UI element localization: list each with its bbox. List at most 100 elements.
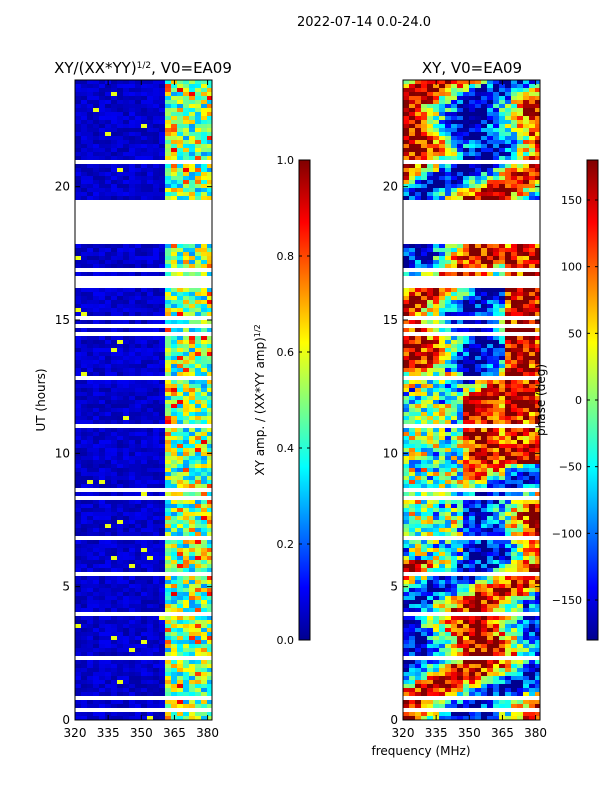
heatmap-cell xyxy=(183,528,189,532)
heatmap-cell xyxy=(439,400,445,404)
heatmap-cell xyxy=(111,440,117,444)
heatmap-cell xyxy=(123,364,129,368)
heatmap-cell xyxy=(165,680,171,684)
heatmap-cell xyxy=(141,348,147,352)
heatmap-cell xyxy=(517,408,523,412)
heatmap-cell xyxy=(93,192,99,196)
heatmap-cell xyxy=(517,144,523,148)
heatmap-cell xyxy=(153,576,159,580)
heatmap-cell xyxy=(487,164,493,168)
heatmap-cell xyxy=(93,440,99,444)
heatmap-cell xyxy=(207,352,212,356)
heatmap-cell xyxy=(189,684,195,688)
heatmap-cell xyxy=(75,348,81,352)
heatmap-cell xyxy=(403,196,409,200)
heatmap-cell xyxy=(493,480,499,484)
heatmap-cell xyxy=(171,668,177,672)
heatmap-cell xyxy=(189,476,195,480)
heatmap-cell xyxy=(469,100,475,104)
heatmap-cell xyxy=(147,520,153,524)
heatmap-cell xyxy=(469,116,475,120)
heatmap-cell xyxy=(123,688,129,692)
heatmap-cell xyxy=(165,184,171,188)
heatmap-cell xyxy=(201,304,207,308)
heatmap-cell xyxy=(165,308,171,312)
heatmap-cell xyxy=(421,100,427,104)
heatmap-cell xyxy=(439,428,445,432)
heatmap-cell xyxy=(207,124,212,128)
heatmap-cell xyxy=(123,308,129,312)
heatmap-cell xyxy=(105,584,111,588)
heatmap-cell xyxy=(189,584,195,588)
heatmap-cell xyxy=(153,348,159,352)
heatmap-cell xyxy=(403,360,409,364)
heatmap-cell xyxy=(201,628,207,632)
heatmap-cell xyxy=(445,196,451,200)
heatmap-cell xyxy=(81,644,87,648)
heatmap-cell xyxy=(135,248,141,252)
heatmap-cell xyxy=(105,104,111,108)
heatmap-cell xyxy=(529,108,535,112)
heatmap-cell xyxy=(487,432,493,436)
heatmap-cell xyxy=(415,244,421,248)
heatmap-cell xyxy=(171,692,177,696)
heatmap-cell xyxy=(123,484,129,488)
heatmap-cell xyxy=(535,184,540,188)
heatmap-cell xyxy=(135,504,141,508)
heatmap-cell xyxy=(129,680,135,684)
heatmap-cell xyxy=(81,628,87,632)
heatmap-cell xyxy=(165,524,171,528)
heatmap-cell xyxy=(535,428,540,432)
heatmap-cell xyxy=(403,420,409,424)
heatmap-cell xyxy=(93,412,99,416)
heatmap-cell xyxy=(183,568,189,572)
heatmap-cell xyxy=(469,164,475,168)
heatmap-cell xyxy=(177,408,183,412)
heatmap-cell xyxy=(529,432,535,436)
heatmap-cell xyxy=(87,692,93,696)
heatmap-cell xyxy=(481,188,487,192)
heatmap-cell xyxy=(87,672,93,676)
heatmap-cell xyxy=(511,432,517,436)
heatmap-cell xyxy=(195,172,201,176)
heatmap-cell xyxy=(195,672,201,676)
heatmap-cell xyxy=(153,148,159,152)
heatmap-cell xyxy=(195,328,201,332)
heatmap-cell xyxy=(93,384,99,388)
heatmap-cell xyxy=(111,640,117,644)
heatmap-cell xyxy=(523,92,529,96)
heatmap-cell xyxy=(111,632,117,636)
heatmap-cell xyxy=(201,124,207,128)
heatmap-cell xyxy=(159,256,165,260)
heatmap-cell xyxy=(75,416,81,420)
heatmap-cell xyxy=(105,328,111,332)
heatmap-cell xyxy=(421,180,427,184)
heatmap-cell xyxy=(415,428,421,432)
heatmap-cell xyxy=(511,420,517,424)
heatmap-cell xyxy=(439,416,445,420)
heatmap-cell xyxy=(445,412,451,416)
heatmap-cell xyxy=(505,80,511,84)
heatmap-cell xyxy=(123,124,129,128)
heatmap-cell xyxy=(421,308,427,312)
heatmap-cell xyxy=(165,640,171,644)
heatmap-cell xyxy=(463,384,469,388)
heatmap-cell xyxy=(445,168,451,172)
heatmap-cell xyxy=(505,112,511,116)
heatmap-cell xyxy=(511,408,517,412)
heatmap-cell xyxy=(469,420,475,424)
heatmap-cell xyxy=(177,500,183,504)
heatmap-cell xyxy=(475,164,481,168)
heatmap-cell xyxy=(451,128,457,132)
heatmap-cell xyxy=(147,140,153,144)
heatmap-cell xyxy=(433,492,439,496)
heatmap-cell xyxy=(457,444,463,448)
heatmap-cell xyxy=(493,132,499,136)
heatmap-cell xyxy=(111,412,117,416)
heatmap-cell xyxy=(207,108,212,112)
heatmap-cell xyxy=(189,676,195,680)
heatmap-cell xyxy=(529,416,535,420)
heatmap-cell xyxy=(123,152,129,156)
heatmap-cell xyxy=(177,544,183,548)
heatmap-cell xyxy=(189,680,195,684)
